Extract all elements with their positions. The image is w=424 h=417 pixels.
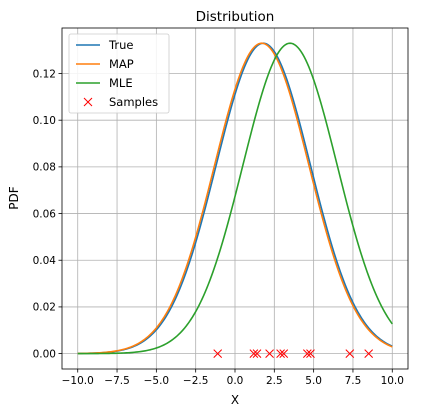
y-tick-label: 0.10: [33, 115, 56, 127]
y-tick-label: 0.06: [33, 208, 57, 220]
legend-label-true: True: [108, 38, 133, 52]
legend-label-map: MAP: [109, 57, 134, 71]
x-tick-label: −2.5: [183, 375, 209, 387]
y-tick-label: 0.02: [33, 302, 56, 314]
y-axis-label: PDF: [7, 186, 21, 209]
legend-label-samples: Samples: [109, 95, 158, 109]
x-tick-label: −5.0: [144, 375, 170, 387]
y-tick-label: 0.12: [33, 68, 56, 80]
x-tick-label: 5.0: [305, 375, 322, 387]
x-tick-label: 2.5: [266, 375, 283, 387]
y-tick-label: 0.00: [33, 348, 56, 360]
x-axis-label: X: [231, 393, 239, 407]
x-tick-label: −7.5: [104, 375, 130, 387]
x-tick-label: 0.0: [227, 375, 244, 387]
x-tick-label: −10.0: [62, 375, 94, 387]
x-tick-label: 10.0: [381, 375, 404, 387]
legend: True MAP MLE Samples: [69, 34, 169, 113]
x-tick-label: 7.5: [345, 375, 362, 387]
chart-title: Distribution: [196, 9, 275, 25]
legend-label-mle: MLE: [109, 76, 133, 90]
y-tick-label: 0.08: [33, 162, 56, 174]
y-tick-label: 0.04: [33, 255, 57, 267]
